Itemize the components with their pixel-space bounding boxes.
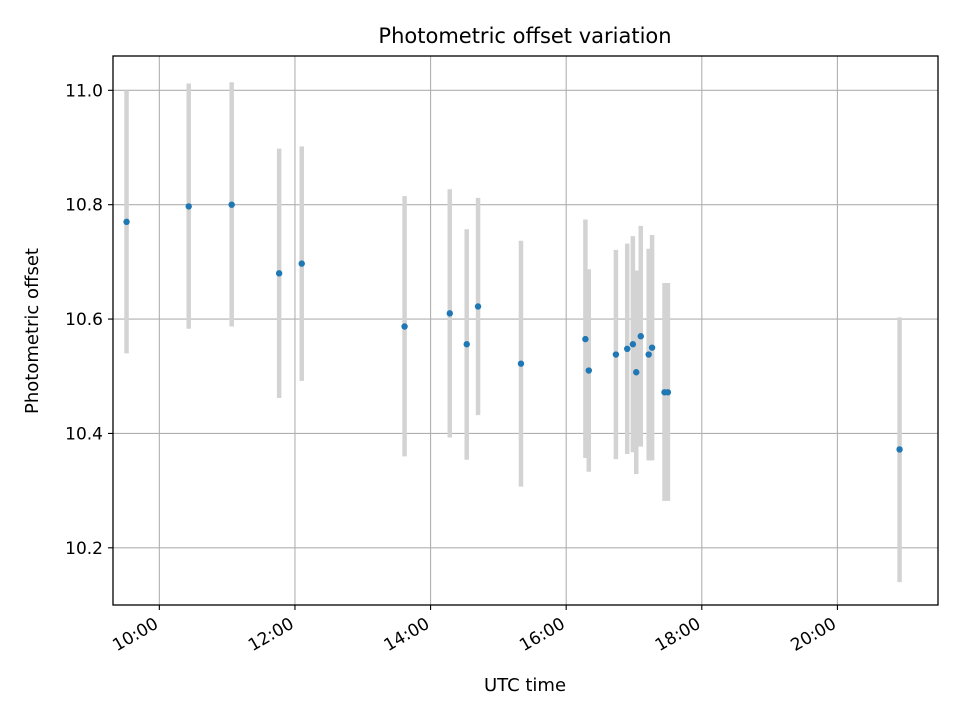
data-point bbox=[648, 344, 656, 351]
data-point bbox=[463, 341, 470, 348]
data-point bbox=[624, 345, 631, 352]
data-point bbox=[637, 333, 644, 340]
data-point bbox=[517, 360, 525, 367]
y-tick-label: 10.8 bbox=[65, 196, 103, 216]
data-point bbox=[664, 389, 672, 396]
data-points bbox=[123, 201, 903, 453]
y-axis-title: Photometric offset bbox=[22, 248, 43, 414]
data-point bbox=[612, 351, 620, 358]
y-tick-label: 10.6 bbox=[65, 310, 103, 330]
y-axis-ticks: 10.2 10.4 10.6 10.8 11.0 bbox=[65, 81, 113, 559]
data-point bbox=[645, 351, 652, 358]
plot-frame bbox=[112, 55, 939, 606]
data-point bbox=[275, 270, 283, 277]
data-point bbox=[582, 335, 589, 343]
data-point bbox=[123, 218, 130, 226]
data-point bbox=[633, 369, 640, 376]
data-point bbox=[298, 260, 305, 267]
data-point bbox=[585, 367, 592, 374]
y-tick-label: 10.2 bbox=[65, 539, 103, 559]
data-point bbox=[474, 303, 482, 310]
data-point bbox=[228, 201, 235, 208]
y-tick-label: 11.0 bbox=[65, 81, 103, 101]
chart-title: Photometric offset variation bbox=[378, 24, 671, 48]
data-point bbox=[896, 446, 903, 453]
grid-lines bbox=[113, 56, 938, 605]
x-axis-title: UTC time bbox=[484, 675, 566, 696]
data-point bbox=[446, 310, 453, 317]
y-tick-label: 10.4 bbox=[65, 424, 103, 444]
data-point bbox=[401, 323, 408, 330]
data-point bbox=[185, 203, 192, 210]
data-point bbox=[629, 341, 637, 348]
